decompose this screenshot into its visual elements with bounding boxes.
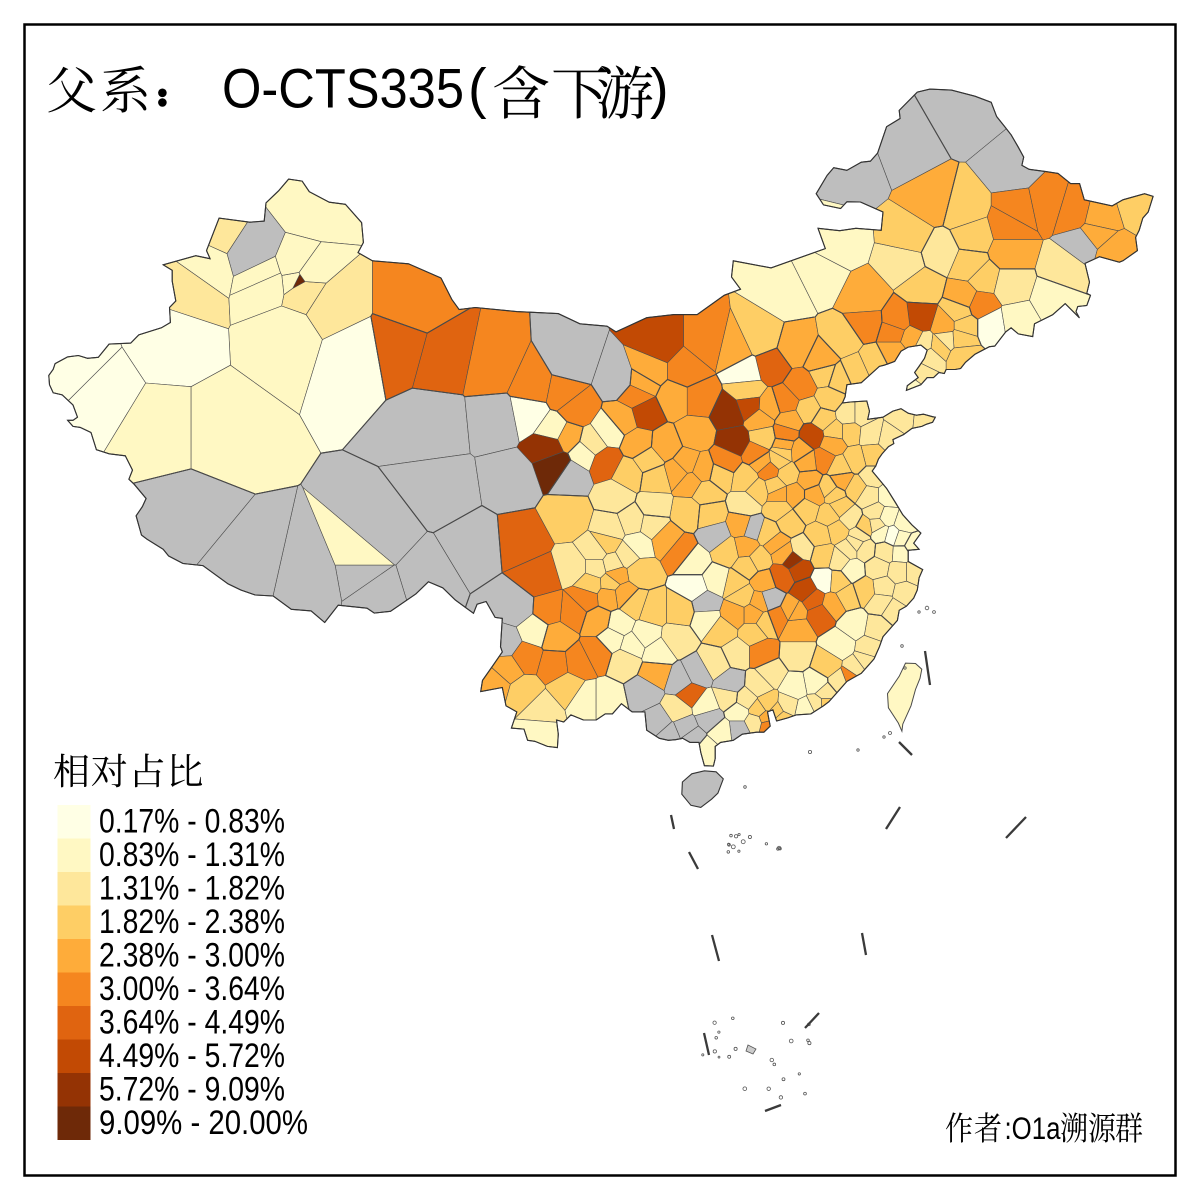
svg-text:9.09% - 20.00%: 9.09% - 20.00%	[99, 1104, 308, 1142]
svg-text:1.31% - 1.82%: 1.31% - 1.82%	[99, 870, 285, 908]
svg-text:0.83% - 1.31%: 0.83% - 1.31%	[99, 836, 285, 874]
svg-text::O1a: :O1a	[1005, 1110, 1061, 1146]
svg-text:3.64% - 4.49%: 3.64% - 4.49%	[99, 1004, 285, 1042]
svg-text:4.49% - 5.72%: 4.49% - 5.72%	[99, 1037, 285, 1075]
svg-text:(: (	[468, 57, 487, 120]
svg-text:): )	[650, 57, 669, 120]
svg-text:5.72% - 9.09%: 5.72% - 9.09%	[99, 1071, 285, 1109]
svg-text:O-CTS335: O-CTS335	[222, 57, 464, 120]
svg-text:0.17% - 0.83%: 0.17% - 0.83%	[99, 803, 285, 841]
svg-text:2.38% - 3.00%: 2.38% - 3.00%	[99, 937, 285, 975]
svg-text:1.82% - 2.38%: 1.82% - 2.38%	[99, 903, 285, 941]
svg-text:3.00% - 3.64%: 3.00% - 3.64%	[99, 970, 285, 1008]
